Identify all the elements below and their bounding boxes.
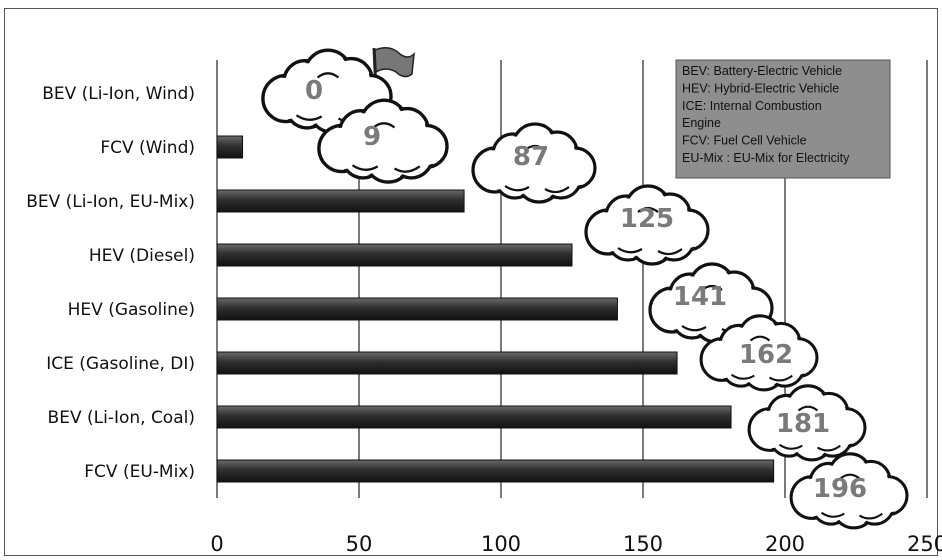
cloud-icon (699, 314, 819, 392)
legend-entry: HEV: Hybrid-Electric Vehicle (682, 81, 839, 95)
category-label: BEV (Li-Ion, Wind) (42, 84, 195, 104)
data-label: 9 (363, 122, 381, 152)
x-tick-label: 200 (765, 532, 805, 556)
legend: BEV: Battery-Electric Vehicle HEV: Hybrid… (675, 59, 891, 179)
x-tick-label: 250 (907, 532, 942, 556)
data-label: 0 (305, 76, 323, 106)
cloud-center (813, 484, 887, 506)
cloud-center (771, 416, 845, 438)
flag-cloth (374, 47, 415, 78)
category-label: BEV (Li-Ion, EU-Mix) (26, 192, 195, 212)
cloud-icon (584, 184, 710, 266)
cloud-center (674, 296, 750, 318)
x-tick-label: 0 (210, 532, 223, 556)
data-label: 162 (739, 340, 793, 370)
data-label: 141 (673, 282, 727, 312)
cloud-icon (317, 98, 449, 184)
legend-entry: FCV: Fuel Cell Vehicle (682, 134, 807, 148)
x-tick-label: 150 (623, 532, 663, 556)
legend-box (675, 59, 891, 179)
category-label: FCV (Wind) (100, 138, 195, 158)
data-label: 125 (620, 204, 674, 234)
cloud-icon (747, 384, 867, 462)
data-label: 181 (776, 409, 830, 439)
cloud-icon (261, 48, 393, 134)
category-label: FCV (EU-Mix) (84, 462, 195, 482)
data-label: 196 (813, 474, 867, 504)
bar (216, 189, 465, 213)
cloud-center (288, 83, 368, 107)
bar (216, 405, 732, 429)
legend-entry: Engine (682, 116, 721, 130)
bar (216, 459, 775, 483)
category-label: HEV (Gasoline) (68, 300, 195, 320)
legend-entry: ICE: Internal Combustion (682, 99, 822, 113)
legend-entry: EU-Mix : EU-Mix for Electricity (682, 151, 850, 165)
cloud-detail (504, 144, 570, 194)
category-label: BEV (Li-Ion, Coal) (48, 408, 195, 428)
cloud-icon (648, 262, 774, 344)
category-label: HEV (Diesel) (89, 246, 195, 266)
cloud-detail (351, 122, 421, 173)
bar (216, 243, 573, 267)
cloud-detail (820, 473, 883, 520)
x-tick-label: 50 (346, 532, 373, 556)
cloud-center (497, 156, 573, 178)
cloud-icon (789, 452, 909, 530)
cloud-icon (471, 122, 597, 204)
legend-entry: BEV: Battery-Electric Vehicle (682, 64, 842, 78)
data-label: 87 (513, 142, 549, 172)
x-tick-label: 100 (481, 532, 521, 556)
category-label: ICE (Gasoline, DI) (46, 354, 195, 374)
cloud-center (610, 218, 686, 240)
cloud-center (344, 133, 424, 157)
cloud-detail (617, 206, 683, 256)
bar (216, 297, 618, 321)
cloud-detail (730, 335, 793, 382)
bar (216, 135, 244, 159)
cloud-detail (778, 405, 841, 452)
cloud-center (723, 346, 797, 368)
bar (216, 351, 678, 375)
